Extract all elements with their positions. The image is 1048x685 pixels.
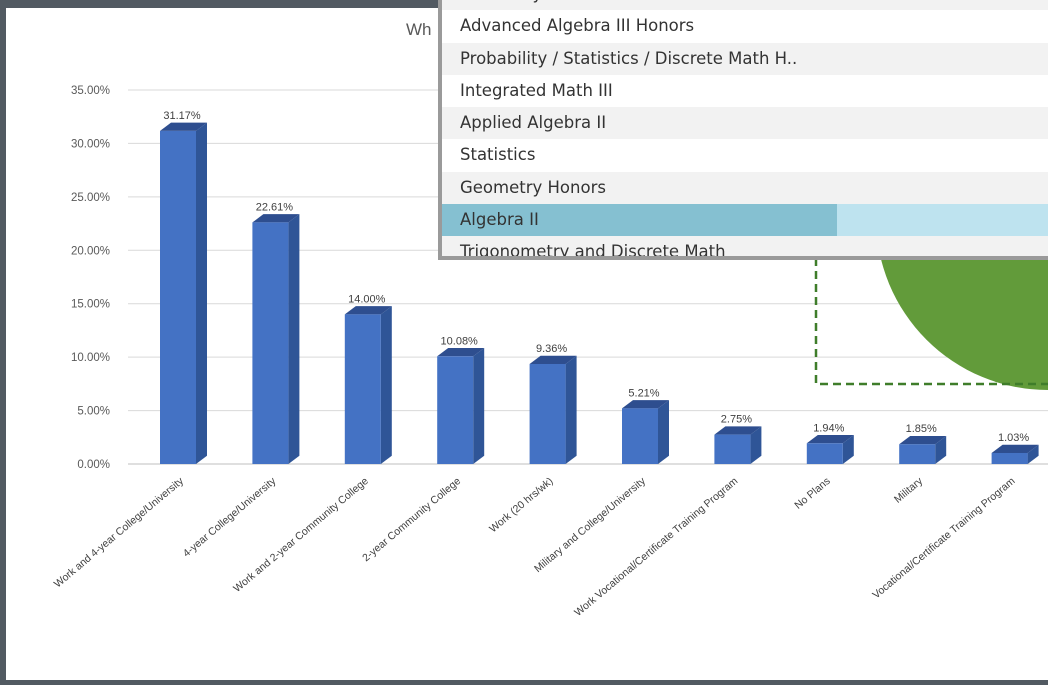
bar-front [991,452,1028,464]
bar [344,306,392,464]
bar [160,122,207,465]
bar-side [935,435,947,464]
bar-top [899,435,947,445]
dropdown-option[interactable]: Statistics [442,139,1048,172]
bar-side [473,348,485,464]
dropdown-option[interactable]: Probability / Statistics / Discrete Math… [442,42,1048,75]
y-tick-label: 35.00% [71,85,110,97]
dropdown-option-label: Probability / Statistics / Discrete Math… [460,48,798,68]
data-label: 22.61% [256,201,294,213]
y-tick-label: 5.00% [77,406,110,418]
y-tick-label: 20.00% [71,245,110,257]
bar-side [380,306,392,464]
dropdown-option-label: Applied Algebra II [460,113,607,133]
bar-front [529,363,566,464]
bar [252,214,300,464]
bar-front [622,408,658,464]
chart-title: Wh [406,20,432,39]
bar-side [658,400,669,464]
dropdown-option[interactable]: Advanced Algebra III Honors [442,10,1048,43]
data-label: 1.03% [998,432,1029,444]
bar-front [437,356,474,464]
data-label: 14.00% [348,293,386,305]
course-dropdown[interactable]: Geometry Advanced Algebra III Honors Proba… [438,0,1048,260]
bar [622,400,669,464]
dropdown-option[interactable]: Integrated Math III [442,74,1048,108]
data-label: 1.94% [813,422,844,434]
data-label: 2.75% [721,414,752,426]
bar-front [252,222,289,464]
dropdown-option-label: Geometry [460,0,542,3]
bar-side [565,355,577,464]
bar-top [622,400,669,409]
bar [899,435,947,464]
dropdown-option[interactable]: Applied Algebra II [442,107,1048,140]
y-tick-label: 0.00% [77,459,110,471]
bar-side [288,214,300,464]
bar [437,348,485,464]
bar-top [252,214,300,223]
dropdown-option[interactable]: Geometry Honors [442,171,1048,205]
dropdown-option-label: Algebra II [460,210,539,230]
selection-box [814,258,1048,386]
bar [806,435,854,464]
bar-front [899,444,936,464]
data-label: 31.17% [163,110,201,122]
bar-side [750,426,762,464]
bar-side [1027,444,1039,464]
bar-top [160,122,207,131]
bar-top [344,306,392,315]
data-label: 5.21% [628,387,659,399]
y-tick-label: 10.00% [71,352,110,364]
dropdown-option[interactable]: Algebra II [442,204,1048,237]
data-label: 10.08% [441,335,479,347]
bar [714,426,762,464]
bar [529,355,577,464]
y-tick-label: 30.00% [71,138,110,150]
y-tick-label: 25.00% [71,192,110,204]
dropdown-option[interactable]: Trigonometry and Discrete Math [442,236,1048,260]
course-list[interactable]: Geometry Advanced Algebra III Honors Proba… [442,0,1048,260]
bar-top [991,444,1039,453]
dropdown-option-label: Statistics [460,145,536,165]
data-label: 1.85% [906,423,937,435]
bar-front [160,130,196,465]
bar-side [196,122,207,465]
bar-front [714,434,751,464]
bar-front [806,443,843,464]
dropdown-option[interactable]: Geometry [442,0,1048,11]
dropdown-option-label: Geometry Honors [460,177,606,197]
bar-top [529,355,577,364]
bar-front [344,314,381,464]
bar [991,444,1039,464]
bar-side [842,435,854,464]
bar-top [437,348,485,357]
data-label: 9.36% [536,343,567,355]
dropdown-option-label: Integrated Math III [460,80,613,100]
dropdown-option-label: Trigonometry and Discrete Math [460,242,726,260]
bar-top [806,435,854,444]
bar-top [714,426,762,435]
bar-chart: 0.00% 5.00% 10.00% 15.00% 20.00% 25.00% 30.00%… [52,85,1048,619]
dropdown-option-label: Advanced Algebra III Honors [460,16,695,36]
y-tick-label: 15.00% [71,299,110,311]
